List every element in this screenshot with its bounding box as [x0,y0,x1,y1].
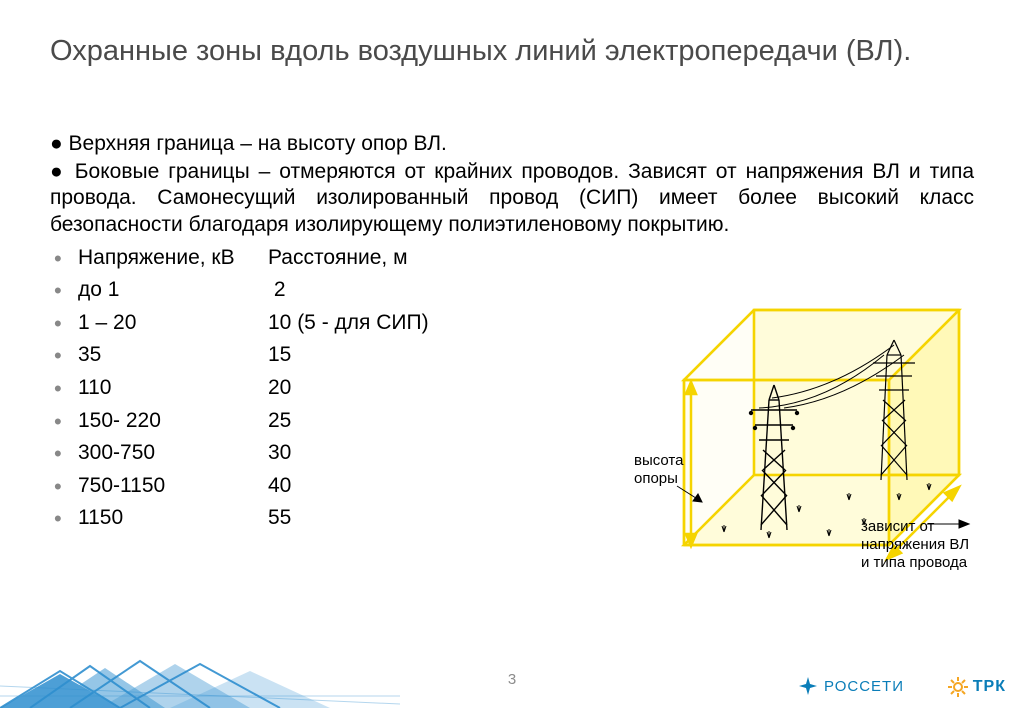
logo-trk: ТРК [947,676,1006,698]
bullet-side-boundaries: Боковые границы – отмеряются от крайних … [50,159,974,238]
logo-rosseti: РОССЕТИ [798,676,904,696]
bullet-upper-boundary: Верхняя граница – на высоту опор ВЛ. [50,131,974,157]
page-number: 3 [508,671,516,688]
slide-title: Охранные зоны вдоль воздушных линий элек… [50,34,974,69]
label-depends-2: напряжения ВЛ [861,536,991,554]
trk-icon [947,676,969,698]
label-height: высота [634,452,684,469]
protection-zone-diagram: высота опоры зависит от напряжения ВЛ и … [629,300,989,615]
label-depends-1: зависит от [861,518,991,536]
list-header: Напряжение, кВРасстояние, м [50,242,974,275]
rosseti-icon [798,676,818,696]
slide-footer: 3 РОССЕТИ ТРК [0,656,1024,708]
label-support: опоры [634,470,678,487]
footer-art-icon [0,656,400,708]
label-depends-3: и типа провода [861,554,991,572]
